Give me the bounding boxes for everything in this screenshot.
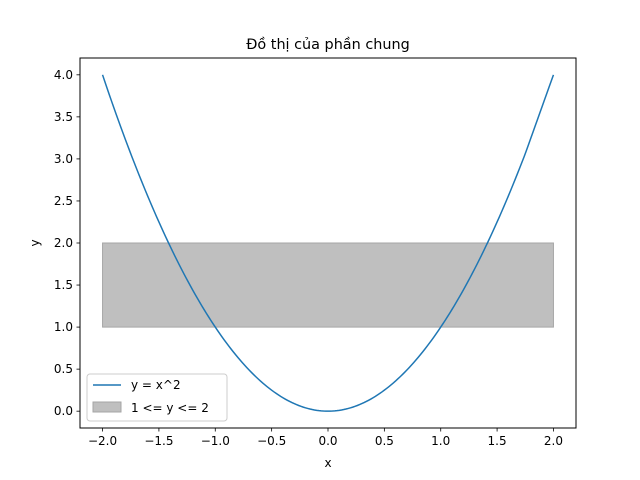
- fill-layer: [102, 242, 554, 328]
- y-tick-label: 2.5: [54, 194, 73, 208]
- y-axis-label: y: [28, 239, 42, 246]
- x-tick-label: −1.5: [144, 434, 173, 448]
- plot-area: [79, 57, 577, 429]
- x-tick-label: 2.0: [544, 434, 563, 448]
- y-tick-label: 3.5: [54, 110, 73, 124]
- x-tick-label: 1.0: [431, 434, 450, 448]
- y-tick-label: 2.0: [54, 236, 73, 250]
- x-tick-label: −0.5: [257, 434, 286, 448]
- legend: y = x^2 1 <= y <= 2: [86, 373, 228, 422]
- x-tick-label: −2.0: [88, 434, 117, 448]
- y-tick-label: 0.5: [54, 362, 73, 376]
- x-tick-label: 0.0: [318, 434, 337, 448]
- x-axis-label: x: [324, 456, 331, 470]
- y-tick-label: 1.0: [54, 320, 73, 334]
- line-layer: [101, 74, 555, 412]
- y-tick-label: 3.0: [54, 152, 73, 166]
- chart-title: Đồ thị của phần chung: [246, 36, 409, 53]
- legend-label-band: 1 <= y <= 2: [131, 401, 209, 415]
- y-tick-label: 0.0: [54, 404, 73, 418]
- y-axis-ticks: 0.0 0.5 1.0 1.5 2.0 2.5 3.0 3.5 4.0: [54, 68, 80, 418]
- legend-box: [86, 373, 228, 422]
- fill-band: [102, 242, 554, 328]
- legend-fill-swatch: [92, 401, 122, 413]
- x-tick-label: 0.5: [375, 434, 394, 448]
- legend-label-parabola: y = x^2: [131, 378, 181, 392]
- x-axis-ticks: −2.0 −1.5 −1.0 −0.5 0.0 0.5 1.0 1.5 2.0: [88, 428, 563, 448]
- x-tick-label: 1.5: [488, 434, 507, 448]
- x-tick-label: −1.0: [201, 434, 230, 448]
- y-tick-label: 4.0: [54, 68, 73, 82]
- y-tick-label: 1.5: [54, 278, 73, 292]
- series-line-parabola: [101, 74, 555, 412]
